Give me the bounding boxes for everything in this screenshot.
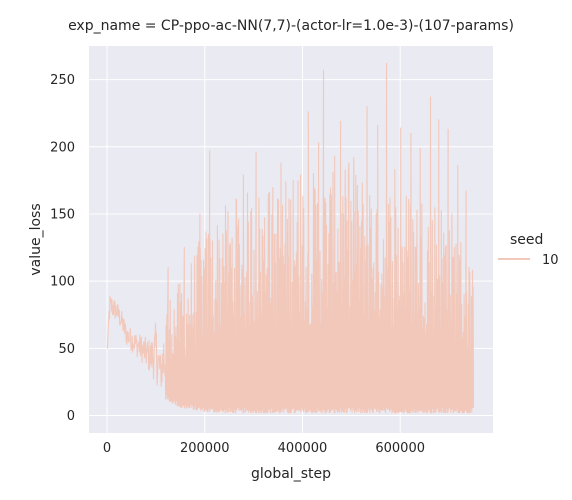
legend-title: seed: [510, 232, 543, 248]
x-axis-label: global_step: [251, 466, 331, 482]
chart-title: exp_name = CP-ppo-ac-NN(7,7)-(actor-lr=1…: [68, 18, 514, 34]
y-tick-label: 150: [50, 207, 75, 222]
series-layer: [106, 62, 475, 414]
y-tick-label: 200: [50, 140, 75, 155]
series-line-10: [106, 62, 475, 414]
y-tick-label: 250: [50, 73, 75, 88]
x-tick-label: 200000: [180, 441, 230, 456]
y-tick-label: 0: [67, 409, 75, 424]
y-tick-label: 100: [50, 275, 75, 290]
tick-labels: 0 200000 400000 600000 0 50 100 150 200 250: [50, 73, 425, 456]
x-tick-label: 600000: [375, 441, 425, 456]
legend: seed 10: [498, 232, 559, 268]
y-axis-label: value_loss: [28, 203, 44, 275]
x-tick-label: 0: [103, 441, 111, 456]
x-tick-label: 400000: [278, 441, 328, 456]
legend-label: 10: [542, 253, 559, 268]
y-tick-label: 50: [58, 342, 75, 357]
